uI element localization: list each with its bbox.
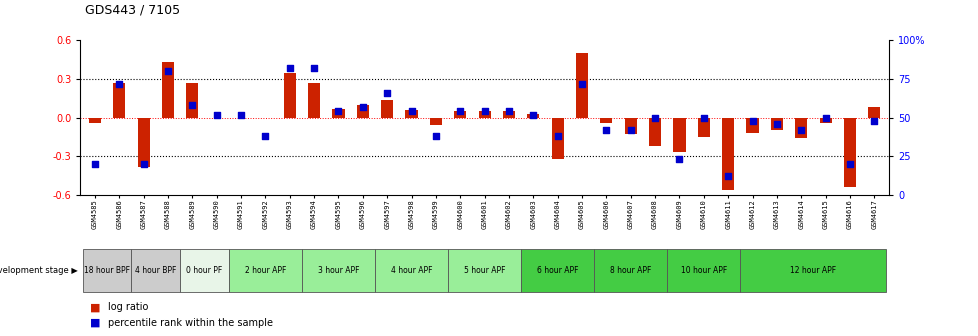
Bar — [113, 83, 125, 118]
Text: 4 hour BPF: 4 hour BPF — [135, 266, 176, 275]
Bar — [375, 249, 448, 292]
Bar — [333, 109, 344, 118]
Bar — [520, 249, 594, 292]
Point — [306, 66, 322, 71]
Bar — [229, 249, 301, 292]
Bar — [739, 249, 886, 292]
Bar — [82, 249, 131, 292]
Point — [671, 157, 687, 162]
Bar — [575, 53, 588, 118]
Point — [792, 127, 808, 133]
Bar — [843, 118, 855, 187]
Bar — [137, 118, 150, 167]
Point — [574, 81, 590, 86]
Bar — [405, 110, 418, 118]
Point — [769, 121, 784, 126]
Bar — [819, 118, 831, 123]
Bar — [180, 249, 229, 292]
Point — [136, 161, 152, 167]
Point — [646, 115, 662, 120]
Point — [427, 133, 443, 139]
Bar — [186, 83, 199, 118]
Bar — [722, 118, 734, 190]
Text: 6 hour APF: 6 hour APF — [536, 266, 578, 275]
Point — [111, 81, 127, 86]
Text: percentile rank within the sample: percentile rank within the sample — [108, 318, 273, 328]
Point — [452, 109, 467, 114]
Bar — [600, 118, 612, 123]
Bar — [624, 118, 636, 134]
Point — [720, 174, 735, 179]
Bar — [667, 249, 739, 292]
Bar — [284, 73, 295, 118]
Bar — [89, 118, 101, 123]
Bar — [867, 107, 879, 118]
Point — [282, 66, 297, 71]
Bar — [745, 118, 758, 133]
Point — [476, 109, 492, 114]
Bar — [503, 111, 514, 118]
Point — [378, 90, 394, 95]
Text: log ratio: log ratio — [108, 302, 148, 312]
Point — [331, 109, 346, 114]
Bar — [454, 111, 466, 118]
Point — [184, 102, 200, 108]
Text: GDS443 / 7105: GDS443 / 7105 — [85, 4, 180, 17]
Text: 18 hour BPF: 18 hour BPF — [84, 266, 130, 275]
Bar — [448, 249, 520, 292]
Text: development stage ▶: development stage ▶ — [0, 266, 78, 275]
Text: ■: ■ — [90, 318, 101, 328]
Point — [866, 118, 881, 123]
Point — [257, 133, 273, 139]
Text: ■: ■ — [90, 302, 101, 312]
Point — [355, 104, 371, 110]
Bar — [161, 62, 174, 118]
Bar — [478, 111, 490, 118]
Bar — [301, 249, 375, 292]
Point — [208, 112, 224, 117]
Bar — [794, 118, 807, 138]
Text: 2 hour APF: 2 hour APF — [244, 266, 286, 275]
Bar — [308, 83, 320, 118]
Point — [598, 127, 613, 133]
Bar — [673, 118, 685, 153]
Bar — [131, 249, 180, 292]
Point — [841, 161, 857, 167]
Bar — [648, 118, 660, 146]
Point — [622, 127, 638, 133]
Point — [550, 133, 565, 139]
Point — [233, 112, 248, 117]
Bar — [697, 118, 709, 137]
Point — [160, 69, 176, 74]
Bar — [770, 118, 782, 130]
Point — [501, 109, 516, 114]
Bar — [594, 249, 667, 292]
Point — [817, 115, 832, 120]
Text: 10 hour APF: 10 hour APF — [680, 266, 727, 275]
Point — [87, 161, 103, 167]
Bar — [356, 105, 369, 118]
Text: 4 hour APF: 4 hour APF — [390, 266, 432, 275]
Bar — [380, 99, 393, 118]
Bar — [527, 114, 539, 118]
Point — [695, 115, 711, 120]
Point — [525, 112, 541, 117]
Text: 3 hour APF: 3 hour APF — [318, 266, 359, 275]
Text: 12 hour APF: 12 hour APF — [789, 266, 835, 275]
Text: 0 hour PF: 0 hour PF — [186, 266, 222, 275]
Text: 5 hour APF: 5 hour APF — [464, 266, 505, 275]
Point — [403, 109, 419, 114]
Bar — [551, 118, 563, 159]
Point — [744, 118, 760, 123]
Bar — [429, 118, 441, 125]
Text: 8 hour APF: 8 hour APF — [609, 266, 650, 275]
